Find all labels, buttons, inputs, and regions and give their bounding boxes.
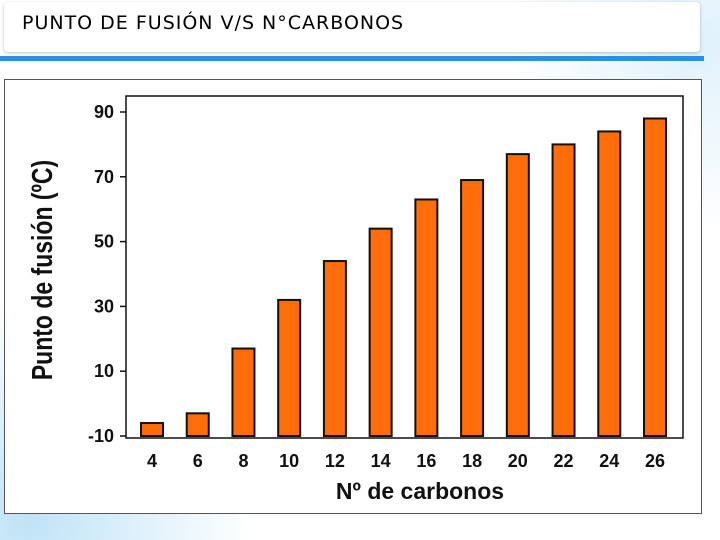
y-tick-label: 90 — [94, 102, 114, 122]
bar-22 — [551, 143, 576, 437]
accent-line — [0, 56, 704, 61]
bar-4 — [140, 422, 164, 438]
x-tick-label: 18 — [462, 451, 482, 471]
x-tick-label: 26 — [645, 451, 665, 471]
x-tick-label: 10 — [279, 451, 299, 471]
bar-12 — [322, 260, 347, 438]
x-tick-label: 4 — [147, 451, 157, 471]
bar-18 — [460, 179, 485, 437]
plot-area — [125, 95, 684, 439]
y-tick-label: 70 — [94, 167, 114, 187]
y-tick-label: 50 — [94, 232, 114, 252]
x-tick-label: 6 — [193, 451, 203, 471]
y-tick-label: -10 — [88, 426, 114, 446]
x-axis: 4 6 8 10 12 14 16 18 20 22 24 26 — [147, 451, 665, 471]
y-axis-title: Punto de fusión (ºC) — [25, 160, 58, 380]
x-tick-label: 14 — [371, 451, 391, 471]
bar-8 — [231, 347, 256, 437]
y-tick-label: 30 — [94, 296, 114, 316]
x-axis-title: Nº de carbonos — [336, 478, 504, 504]
bars — [140, 117, 667, 438]
bar-20 — [505, 153, 530, 437]
bar-6 — [185, 412, 210, 438]
x-tick-label: 20 — [508, 451, 528, 471]
x-tick-label: 22 — [554, 451, 574, 471]
title-bar: PUNTO DE FUSIÓN V/S N°CARBONOS — [4, 2, 700, 52]
bar-10 — [277, 298, 302, 438]
x-tick-label: 12 — [325, 451, 345, 471]
bar-24 — [597, 130, 622, 437]
y-axis: 90 70 50 30 10 -10 — [88, 102, 126, 446]
bar-16 — [414, 198, 439, 437]
bar-14 — [368, 227, 393, 437]
bar-26 — [643, 117, 667, 437]
y-tick-label: 10 — [94, 361, 114, 381]
x-tick-label: 16 — [416, 451, 436, 471]
slide-title: PUNTO DE FUSIÓN V/S N°CARBONOS — [22, 12, 405, 34]
x-tick-label: 8 — [238, 451, 248, 471]
x-tick-label: 24 — [599, 451, 619, 471]
